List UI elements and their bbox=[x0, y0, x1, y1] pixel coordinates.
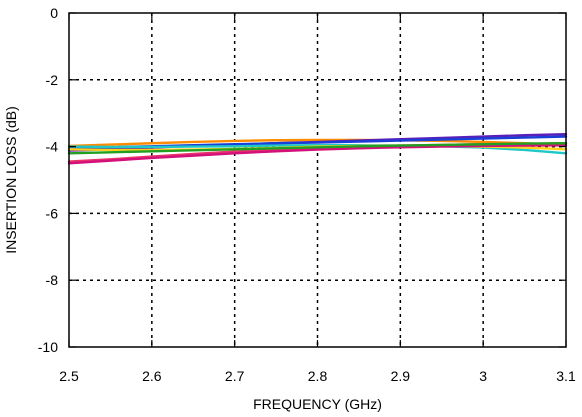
series-line-7 bbox=[67, 144, 568, 165]
y-tick-label: -6 bbox=[46, 205, 59, 221]
x-tick-label: 2.9 bbox=[391, 368, 411, 384]
grid-lines bbox=[69, 13, 566, 347]
x-tick-label: 2.7 bbox=[225, 368, 245, 384]
axis-ticks bbox=[68, 12, 567, 348]
x-axis-label: FREQUENCY (GHz) bbox=[253, 396, 382, 412]
x-tick-label: 2.8 bbox=[308, 368, 328, 384]
y-tick-label: -8 bbox=[46, 272, 59, 288]
y-tick-label: -10 bbox=[38, 339, 58, 355]
y-tick-labels: 0 -2 -4 -6 -8 -10 bbox=[38, 5, 58, 355]
x-tick-label: 3.1 bbox=[556, 368, 576, 384]
y-tick-label: -2 bbox=[46, 72, 59, 88]
series-line-1 bbox=[67, 138, 568, 148]
series-line-8 bbox=[67, 142, 568, 155]
data-series bbox=[67, 133, 568, 165]
x-tick-labels: 2.5 2.6 2.7 2.8 2.9 3 3.1 bbox=[59, 368, 576, 384]
y-tick-label: -4 bbox=[46, 139, 59, 155]
x-tick-label: 2.5 bbox=[59, 368, 79, 384]
y-tick-label: 0 bbox=[50, 5, 58, 21]
y-axis-label: INSERTION LOSS (dB) bbox=[3, 106, 19, 254]
x-tick-label: 2.6 bbox=[142, 368, 162, 384]
x-tick-label: 3 bbox=[479, 368, 487, 384]
